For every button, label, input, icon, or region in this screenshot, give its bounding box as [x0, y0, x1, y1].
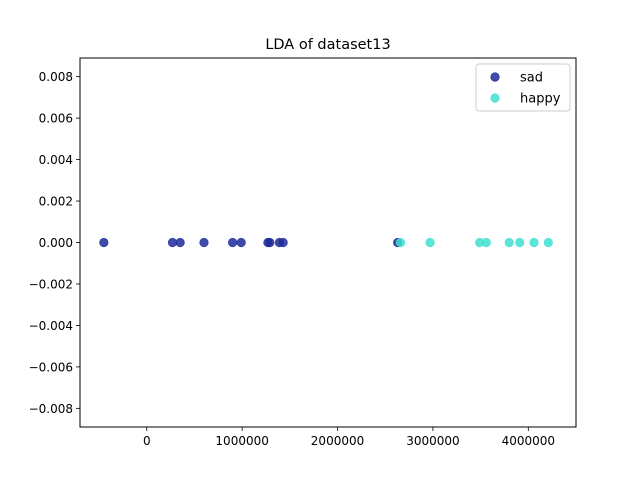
legend-label-happy: happy	[520, 92, 561, 107]
data-points	[99, 237, 553, 248]
scatter-point-sad	[167, 237, 178, 248]
chart-title: LDA of dataset13	[265, 37, 390, 53]
scatter-point-sad	[265, 237, 275, 248]
y-tick-label: 0.002	[39, 195, 73, 209]
scatter-point-happy	[529, 237, 539, 248]
y-axis: 0.008 0.006 0.004 0.002 0.000 −0.002 −0.004 −0.…	[29, 70, 80, 416]
scatter-point-sad	[278, 237, 288, 248]
scatter-point-happy	[543, 237, 553, 248]
scatter-point-sad	[175, 237, 185, 248]
x-tick-label: 1000000	[215, 434, 268, 448]
scatter-point-happy	[515, 237, 525, 248]
x-tick-label: 3000000	[406, 434, 459, 448]
y-tick-label: 0.008	[39, 70, 73, 84]
scatter-point-happy	[425, 237, 435, 248]
y-tick-label: 0.000	[39, 236, 73, 250]
scatter-point-happy	[395, 237, 406, 248]
scatter-point-sad	[99, 237, 109, 248]
legend-marker-sad	[490, 72, 500, 82]
legend-marker-happy	[490, 93, 500, 103]
legend: sad happy	[475, 63, 571, 112]
y-tick-label: −0.004	[29, 319, 73, 333]
x-tick-label: 0	[143, 434, 151, 448]
series-sad	[99, 237, 403, 248]
y-tick-label: −0.008	[29, 402, 73, 416]
y-tick-label: −0.002	[29, 277, 73, 291]
x-tick-label: 2000000	[311, 434, 364, 448]
legend-label-sad: sad	[520, 71, 543, 86]
plot-frame	[79, 57, 577, 428]
y-tick-label: −0.006	[29, 360, 73, 374]
y-tick-label: 0.004	[39, 153, 73, 167]
scatter-point-sad	[236, 237, 246, 248]
scatter-point-happy	[504, 237, 514, 248]
legend-box	[475, 63, 571, 112]
scatter-point-sad	[199, 237, 209, 248]
y-tick-label: 0.006	[39, 112, 73, 126]
x-tick-label: 4000000	[502, 434, 555, 448]
series-happy	[395, 237, 553, 248]
scatter-point-sad	[228, 237, 238, 248]
x-axis: 0 1000000 2000000 3000000 4000000	[143, 427, 555, 448]
scatter-point-happy	[481, 237, 491, 248]
